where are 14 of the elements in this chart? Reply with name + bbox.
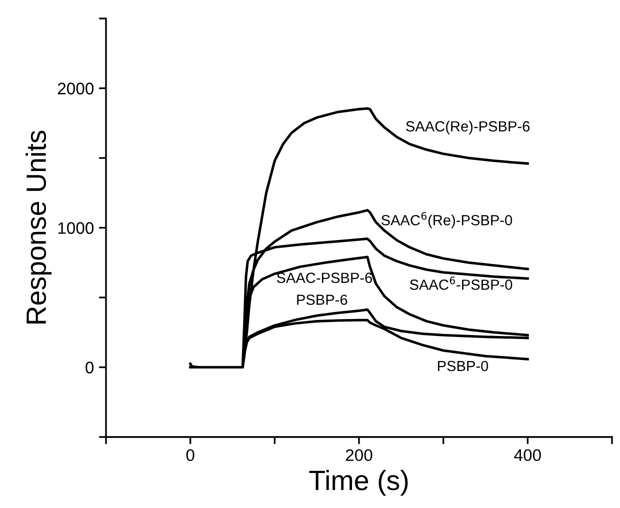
series-label: SAAC$^{6}$(Re)-PSBP-0 xyxy=(381,212,512,228)
x-tick-label: 200 xyxy=(346,449,372,462)
y-axis-title: Response Units xyxy=(26,130,52,324)
series-label: PSBP-0 xyxy=(438,360,488,372)
series-label: PSBP-6 xyxy=(297,294,348,305)
series-label: SAAC-PSBP-6 xyxy=(276,272,372,283)
series-label: SAAC(Re)-PSBP-6 xyxy=(406,120,530,134)
x-tick-label: 0 xyxy=(186,449,194,462)
y-tick-label: 1000 xyxy=(58,222,94,234)
x-tick-label: 400 xyxy=(514,449,541,462)
series-label: SAAC$^{6}$-PSBP-0 xyxy=(410,276,512,290)
y-tick-label: 2000 xyxy=(58,82,94,94)
x-axis-title: Time (s) xyxy=(309,470,408,496)
y-tick-label: 0 xyxy=(86,362,94,374)
